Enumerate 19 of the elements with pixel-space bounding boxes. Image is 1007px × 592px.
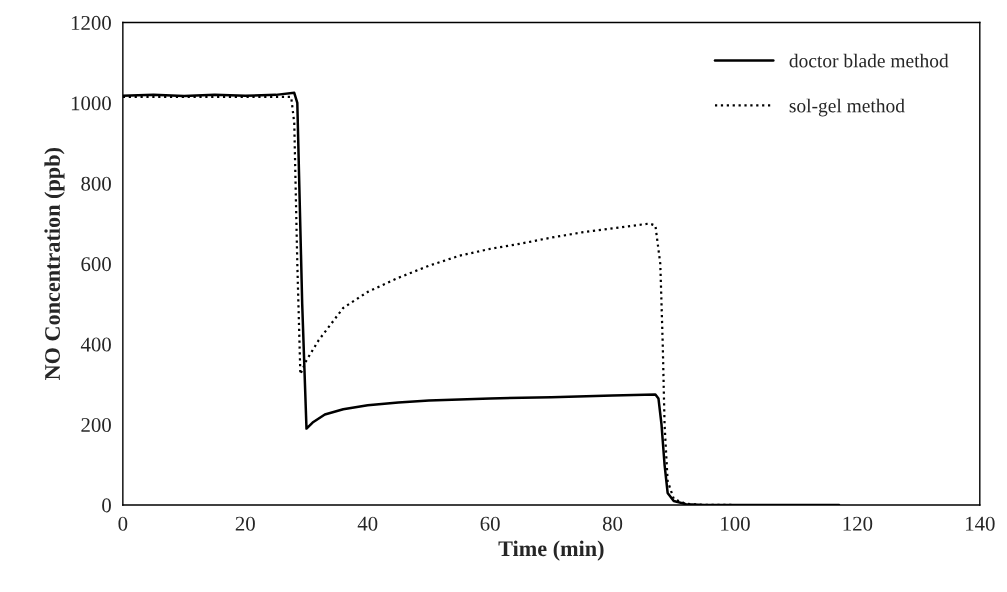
x-tick-label: 20: [235, 516, 255, 531]
x-tick-label: 140: [966, 516, 995, 531]
y-tick-label: 600: [81, 257, 111, 272]
x-axis-title: Time (min): [498, 540, 604, 561]
x-tick-label: 120: [843, 516, 873, 531]
y-tick-label: 0: [102, 498, 111, 513]
y-tick-label: 1000: [71, 96, 111, 111]
x-tick-label: 60: [480, 516, 500, 531]
x-tick-label: 0: [118, 516, 128, 531]
y-tick-label: 800: [81, 176, 111, 191]
x-tick-label: 100: [721, 516, 750, 531]
y-tick-label: 200: [81, 417, 111, 432]
y-tick-label: 400: [80, 337, 111, 352]
x-tick-label: 80: [602, 516, 623, 531]
y-tick-label: 1200: [71, 15, 111, 30]
y-axis-title: NO Concentration (ppb): [44, 148, 65, 380]
legend-label: sol-gel method: [789, 98, 905, 117]
legend-label: doctor blade method: [789, 53, 949, 68]
x-tick-label: 40: [357, 516, 378, 531]
